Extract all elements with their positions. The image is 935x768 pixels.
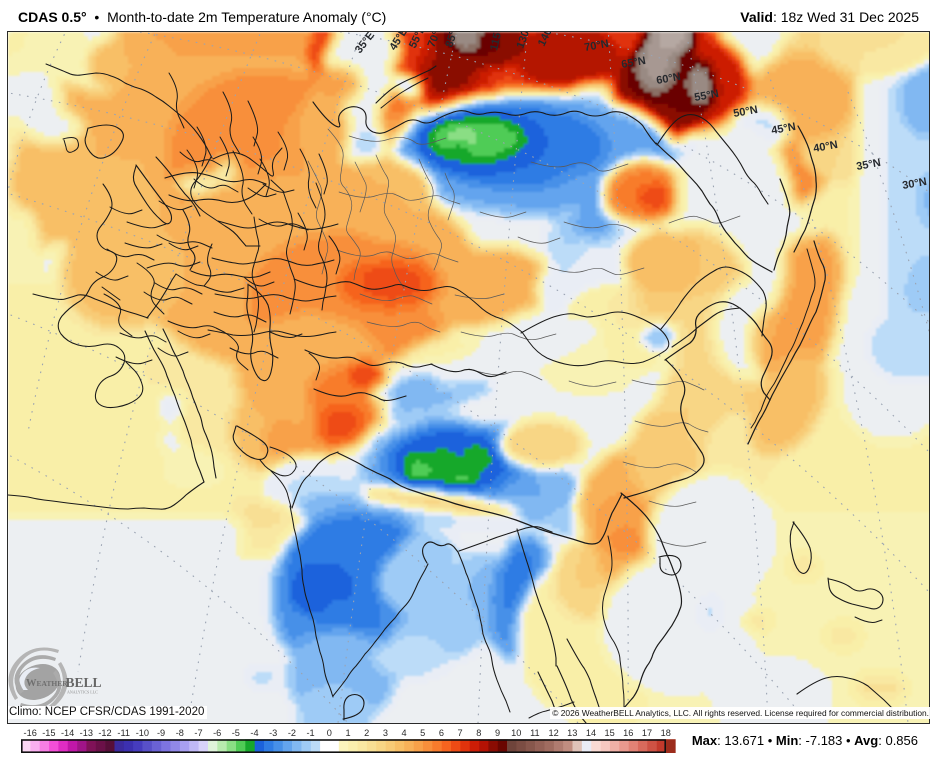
svg-text:10: 10	[511, 728, 521, 738]
svg-text:-13: -13	[80, 728, 93, 738]
svg-text:6: 6	[439, 728, 444, 738]
svg-text:13: 13	[567, 728, 577, 738]
svg-text:70°N: 70°N	[583, 38, 609, 54]
svg-text:50°N: 50°N	[732, 104, 758, 120]
svg-text:2: 2	[364, 728, 369, 738]
svg-text:-8: -8	[176, 728, 184, 738]
svg-text:-12: -12	[98, 728, 111, 738]
svg-text:7: 7	[458, 728, 463, 738]
svg-text:45°N: 45°N	[770, 121, 796, 137]
svg-text:-7: -7	[194, 728, 202, 738]
svg-text:-3: -3	[269, 728, 277, 738]
svg-text:55°N: 55°N	[693, 88, 719, 104]
svg-text:WEATHER: WEATHER	[26, 678, 68, 689]
svg-text:11: 11	[530, 728, 540, 738]
svg-text:14: 14	[586, 728, 596, 738]
svg-text:15: 15	[604, 728, 614, 738]
svg-text:-11: -11	[117, 728, 130, 738]
svg-text:8: 8	[476, 728, 481, 738]
svg-text:12: 12	[548, 728, 558, 738]
svg-text:-6: -6	[213, 728, 221, 738]
svg-text:-10: -10	[136, 728, 149, 738]
svg-text:3: 3	[383, 728, 388, 738]
svg-text:30°N: 30°N	[901, 176, 927, 192]
svg-text:-4: -4	[250, 728, 258, 738]
svg-text:ANALYTICS LLC: ANALYTICS LLC	[67, 690, 98, 695]
svg-text:-15: -15	[42, 728, 55, 738]
svg-text:5: 5	[420, 728, 425, 738]
svg-text:-5: -5	[232, 728, 240, 738]
svg-text:16: 16	[623, 728, 633, 738]
svg-text:4: 4	[402, 728, 407, 738]
svg-text:-1: -1	[307, 728, 315, 738]
svg-text:65°N: 65°N	[620, 55, 646, 71]
svg-text:9: 9	[495, 728, 500, 738]
svg-text:-2: -2	[288, 728, 296, 738]
svg-text:1: 1	[345, 728, 350, 738]
svg-text:BELL: BELL	[66, 675, 102, 690]
svg-text:-9: -9	[157, 728, 165, 738]
svg-text:18: 18	[661, 728, 671, 738]
svg-text:-16: -16	[24, 728, 37, 738]
svg-text:-14: -14	[61, 728, 74, 738]
svg-text:40°N: 40°N	[812, 139, 838, 155]
svg-text:0: 0	[327, 728, 332, 738]
svg-text:35°N: 35°N	[855, 157, 881, 173]
svg-text:17: 17	[642, 728, 652, 738]
svg-text:60°N: 60°N	[655, 71, 681, 87]
